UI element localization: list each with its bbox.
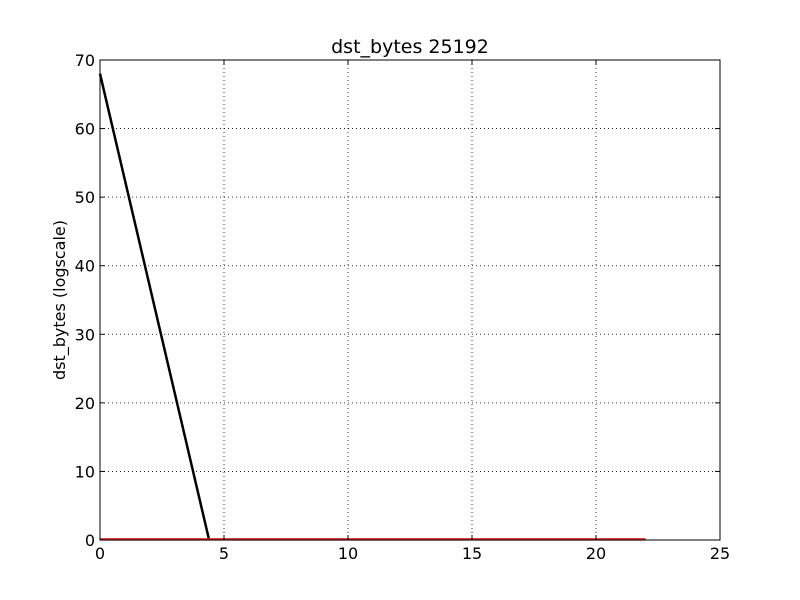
chart-title: dst_bytes 25192 <box>331 36 489 58</box>
y-tick-label: 0 <box>85 531 95 550</box>
y-tick-label: 20 <box>75 394 95 413</box>
y-tick-label: 10 <box>75 462 95 481</box>
x-tick-label: 20 <box>586 544 606 563</box>
x-tick-label: 0 <box>95 544 105 563</box>
y-tick-label: 50 <box>75 188 95 207</box>
y-tick-label: 30 <box>75 325 95 344</box>
plot-area-frame <box>99 59 721 541</box>
x-tick-label: 10 <box>338 544 358 563</box>
y-tick-label: 60 <box>75 120 95 139</box>
grid-lines <box>100 60 720 540</box>
series-line-1 <box>98 73 211 541</box>
axis-ticks <box>99 59 721 541</box>
y-tick-label: 40 <box>75 257 95 276</box>
x-tick-label: 25 <box>710 544 730 563</box>
x-axis-tick-labels: 0 5 10 15 20 25 <box>95 544 730 563</box>
y-tick-label: 70 <box>75 51 95 70</box>
y-axis-tick-labels: 0 10 20 30 40 50 60 70 <box>75 51 95 550</box>
x-tick-label: 15 <box>462 544 482 563</box>
series-lines <box>98 73 646 541</box>
x-tick-label: 5 <box>219 544 229 563</box>
y-axis-title: dst_bytes (logscale) <box>50 220 70 380</box>
